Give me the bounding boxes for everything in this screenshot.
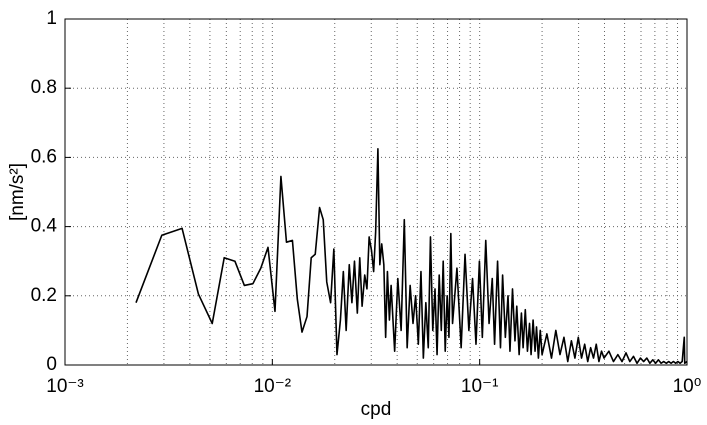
y-tick-label: 1	[46, 8, 57, 29]
y-tick-label: 0.2	[31, 285, 57, 306]
x-tick-label: 10⁻¹	[461, 376, 499, 397]
y-tick-label: 0.4	[31, 216, 58, 237]
x-tick-label: 10⁰	[673, 376, 702, 397]
y-tick-label: 0.8	[31, 77, 57, 98]
x-tick-label: 10⁻³	[46, 376, 84, 397]
y-tick-label: 0	[46, 354, 57, 375]
x-tick-label: 10⁻²	[254, 376, 292, 397]
y-axis-label: [nm/s²]	[7, 163, 28, 221]
plot-frame	[64, 18, 688, 366]
y-tick-label: 0.6	[31, 146, 57, 167]
x-axis-label: cpd	[361, 399, 392, 420]
data-line	[135, 147, 688, 365]
